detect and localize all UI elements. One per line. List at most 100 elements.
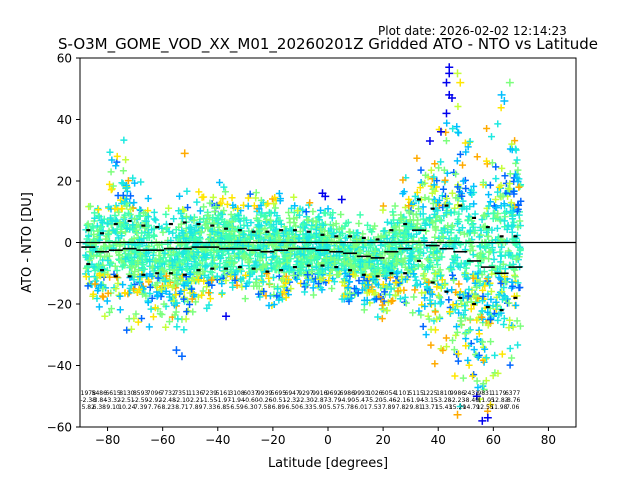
bin-std-label: 9.10 [106,404,120,411]
scatter-point [127,325,135,333]
scatter-point [220,207,228,215]
scatter-point [498,350,506,358]
scatter-point [437,158,445,166]
scatter-point [374,313,382,321]
scatter-point [337,210,345,218]
scatter-point [315,280,323,288]
scatter-point [159,228,167,236]
scatter-point [359,230,367,238]
scatter-point [470,371,478,379]
bin-count-label: 5695 [271,390,286,397]
bin-std-label: 6.85 [217,404,231,411]
scatter-point [461,271,469,279]
scatter-point [351,234,359,242]
scatter-point [324,264,332,272]
scatter-point [514,223,522,231]
scatter-point [335,225,343,233]
scatter-point [116,242,124,250]
scatter-point [105,308,113,316]
scatter-point [474,353,482,361]
scatter-point [462,342,470,350]
scatter-point [408,237,416,245]
scatter-point [330,278,338,286]
scatter-point [196,207,204,215]
scatter-point [257,235,265,243]
scatter-point [226,232,234,240]
scatter-point [363,296,371,304]
scatter-point [309,207,317,215]
scatter-point [131,215,139,223]
scatter-point [219,210,227,218]
bin-std-label: 15.43 [435,404,452,411]
highlight-point [321,192,330,201]
scatter-point [413,154,421,162]
scatter-point [330,229,338,237]
bin-std-label: 5.57 [327,404,341,411]
scatter-point [90,231,98,239]
scatter-point [190,226,198,234]
scatter-point [162,323,170,331]
scatter-point [396,230,404,238]
scatter-point [333,239,341,247]
scatter-point [427,166,435,174]
scatter-point [154,263,162,271]
scatter-point [449,301,457,309]
scatter-point [275,189,283,197]
scatter-point [338,295,346,303]
y-axis: −60 −40 −20 0 20 40 60 [47,52,80,435]
scatter-point [203,262,211,270]
scatter-point [129,221,137,229]
scatter-point [346,289,354,297]
scatter-point [271,193,279,201]
scatter-point [325,277,333,285]
scatter-point [227,211,235,219]
scatter-point [500,283,508,291]
scatter-point [405,202,413,210]
scatter-point [492,204,500,212]
scatter-point [357,269,365,277]
scatter-point [146,290,154,298]
scatter-point [314,253,322,261]
scatter-point [84,220,92,228]
scatter-point [408,253,416,261]
highlight-layer [172,63,514,425]
scatter-point [177,220,185,228]
scatter-point [148,226,156,234]
scatter-point [447,263,455,271]
scatter-point [430,181,438,189]
scatter-point [408,263,416,271]
bin-mean-label: -4.90 [340,397,356,404]
scatter-point [144,276,152,284]
scatter-point [435,164,443,172]
scatter-point [515,284,523,292]
scatter-point [282,279,290,287]
scatter-point [364,221,372,229]
scatter-point [421,265,429,273]
scatter-point [485,191,493,199]
scatter-point [142,217,150,225]
scatter-point [506,145,514,153]
bin-count-label: 9831 [477,390,492,397]
bin-std-label: 5.78 [341,404,355,411]
scatter-point [417,311,425,319]
scatter-point [162,210,170,218]
scatter-point [270,200,278,208]
scatter-point [174,280,182,288]
scatter-point [104,289,112,297]
scatter-point [165,318,173,326]
bin-mean-label: -5.46 [381,397,397,404]
scatter-point [453,123,461,131]
scatter-point [443,194,451,202]
scatter-point [285,268,293,276]
scatter-point [88,222,96,230]
scatter-point [121,289,129,297]
scatter-point [379,281,387,289]
scatter-point [115,291,123,299]
scatter-point [468,242,476,250]
scatter-point [422,171,430,179]
scatter-point [478,216,486,224]
scatter-point [293,257,301,265]
bin-std-label: 6.38 [93,404,107,411]
scatter-point [269,253,277,261]
scatter-point [469,251,477,259]
